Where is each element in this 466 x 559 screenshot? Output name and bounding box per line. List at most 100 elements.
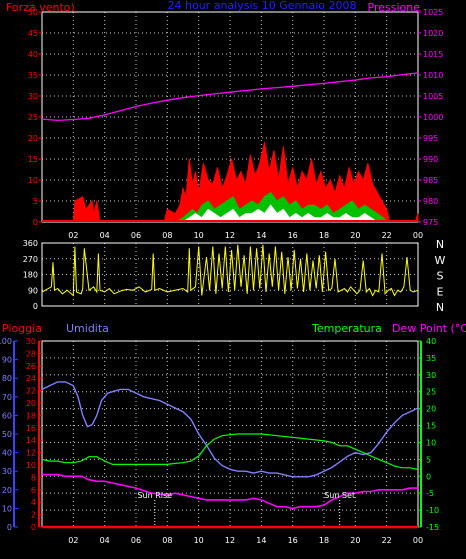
pressure-line bbox=[41, 72, 419, 122]
wind-tick-label: 20 bbox=[28, 134, 38, 143]
hour-tick-label-top: 18 bbox=[319, 231, 329, 240]
rain-tick-label: 14 bbox=[26, 436, 36, 445]
dewpoint-label: Dew Point (°C) bbox=[392, 322, 466, 335]
temperature-label: Temperatura bbox=[311, 322, 382, 335]
temperature-tick-label: -10 bbox=[426, 506, 439, 515]
sun-rise-label: Sun Rise bbox=[137, 491, 172, 500]
humidity-line bbox=[41, 381, 419, 478]
humidity-tick-label: 10 bbox=[2, 504, 12, 513]
rain-tick-label: 0 bbox=[31, 523, 36, 532]
rain-tick-label: 16 bbox=[26, 424, 36, 433]
direction-tick-label: 0 bbox=[33, 302, 38, 311]
humidity-tick-label: 40 bbox=[2, 449, 12, 458]
rain-tick-label: 2 bbox=[31, 511, 36, 520]
rain-tick-label: 22 bbox=[26, 387, 36, 396]
hour-tick-label-bottom: 22 bbox=[382, 536, 392, 545]
hour-tick-label-bottom: 00 bbox=[413, 536, 423, 545]
wind-tick-label: 15 bbox=[28, 155, 38, 164]
direction-tick-label: 90 bbox=[28, 286, 38, 295]
pressure-tick-label: 1020 bbox=[423, 29, 443, 38]
compass-label: N bbox=[436, 301, 444, 314]
wind-min-area bbox=[42, 204, 418, 223]
rain-label: Pioggia bbox=[2, 322, 42, 335]
pressure-tick-label: 990 bbox=[423, 155, 438, 164]
hour-tick-label-top: 00 bbox=[413, 231, 423, 240]
rain-tick-label: 20 bbox=[26, 399, 36, 408]
hour-tick-label-bottom: 20 bbox=[350, 536, 360, 545]
pressure-tick-label: 1025 bbox=[423, 8, 443, 17]
direction-tick-label: 270 bbox=[23, 255, 38, 264]
wind-average-area bbox=[42, 191, 418, 223]
humidity-tick-label: 20 bbox=[2, 486, 12, 495]
pressure-tick-label: 980 bbox=[423, 197, 438, 206]
wind-tick-label: 50 bbox=[28, 8, 38, 17]
rain-tick-label: 28 bbox=[26, 349, 36, 358]
wind-tick-label: 10 bbox=[28, 176, 38, 185]
rain-tick-label: 30 bbox=[26, 337, 36, 346]
rain-tick-label: 24 bbox=[26, 374, 36, 383]
compass-label: S bbox=[437, 270, 444, 283]
wind-tick-label: 30 bbox=[28, 92, 38, 101]
pressure-tick-label: 995 bbox=[423, 134, 438, 143]
hour-tick-label-top: 04 bbox=[100, 231, 110, 240]
hour-tick-label-bottom: 12 bbox=[225, 536, 235, 545]
chart-title: 24 hour analysis 10 Gennaio 2008 bbox=[168, 0, 357, 12]
hour-tick-label-bottom: 02 bbox=[68, 536, 78, 545]
rain-tick-label: 12 bbox=[26, 449, 36, 458]
wind-tick-label: 0 bbox=[33, 218, 38, 227]
wind-direction-line bbox=[41, 244, 419, 297]
hour-tick-label-bottom: 10 bbox=[194, 536, 204, 545]
pressure-axis-title: Pressione bbox=[368, 1, 421, 14]
pressure-tick-label: 1000 bbox=[423, 113, 443, 122]
humidity-tick-label: 60 bbox=[2, 411, 12, 420]
hour-tick-label-top: 22 bbox=[382, 231, 392, 240]
pressure-tick-label: 1005 bbox=[423, 92, 443, 101]
sun-set-label: Sun Set bbox=[324, 491, 355, 500]
direction-tick-label: 180 bbox=[23, 271, 38, 280]
hour-tick-label-top: 10 bbox=[194, 231, 204, 240]
hour-tick-label-top: 08 bbox=[162, 231, 172, 240]
humidity-tick-label: 30 bbox=[2, 467, 12, 476]
compass-label: W bbox=[435, 254, 446, 267]
hour-tick-label-bottom: 04 bbox=[100, 536, 110, 545]
rain-tick-label: 8 bbox=[31, 473, 36, 482]
hour-tick-label-top: 20 bbox=[350, 231, 360, 240]
hour-tick-label-bottom: 08 bbox=[162, 536, 172, 545]
hour-tick-label-bottom: 06 bbox=[131, 536, 141, 545]
rain-tick-label: 4 bbox=[31, 498, 36, 507]
temperature-tick-label: 5 bbox=[426, 455, 431, 464]
hour-tick-label-bottom: 18 bbox=[319, 536, 329, 545]
wind-axis-title: Forza vento) bbox=[6, 1, 75, 14]
temperature-tick-label: -5 bbox=[426, 489, 434, 498]
wind-tick-label: 25 bbox=[28, 113, 38, 122]
rain-tick-label: 6 bbox=[31, 486, 36, 495]
hour-tick-label-top: 14 bbox=[256, 231, 266, 240]
temperature-tick-label: 10 bbox=[426, 438, 436, 447]
wind-tick-label: 45 bbox=[28, 29, 38, 38]
hour-tick-label-bottom: 14 bbox=[256, 536, 266, 545]
temperature-tick-label: 35 bbox=[426, 354, 436, 363]
pressure-tick-label: 985 bbox=[423, 176, 438, 185]
hour-tick-label-bottom: 16 bbox=[288, 536, 298, 545]
hour-tick-label-top: 06 bbox=[131, 231, 141, 240]
hour-tick-label-top: 02 bbox=[68, 231, 78, 240]
humidity-tick-label: 50 bbox=[2, 430, 12, 439]
wind-tick-label: 40 bbox=[28, 50, 38, 59]
humidity-tick-label: 0 bbox=[7, 523, 12, 532]
compass-label: N bbox=[436, 238, 444, 251]
rain-tick-label: 26 bbox=[26, 362, 36, 371]
temperature-tick-label: 25 bbox=[426, 388, 436, 397]
temperature-tick-label: 30 bbox=[426, 371, 436, 380]
rain-tick-label: 10 bbox=[26, 461, 36, 470]
temperature-tick-label: 0 bbox=[426, 472, 431, 481]
humidity-tick-label: 100 bbox=[0, 337, 12, 346]
compass-label: E bbox=[437, 285, 444, 298]
rain-tick-label: 18 bbox=[26, 411, 36, 420]
humidity-tick-label: 70 bbox=[2, 393, 12, 402]
hour-tick-label-top: 16 bbox=[288, 231, 298, 240]
pressure-tick-label: 975 bbox=[423, 218, 438, 227]
wind-tick-label: 35 bbox=[28, 71, 38, 80]
